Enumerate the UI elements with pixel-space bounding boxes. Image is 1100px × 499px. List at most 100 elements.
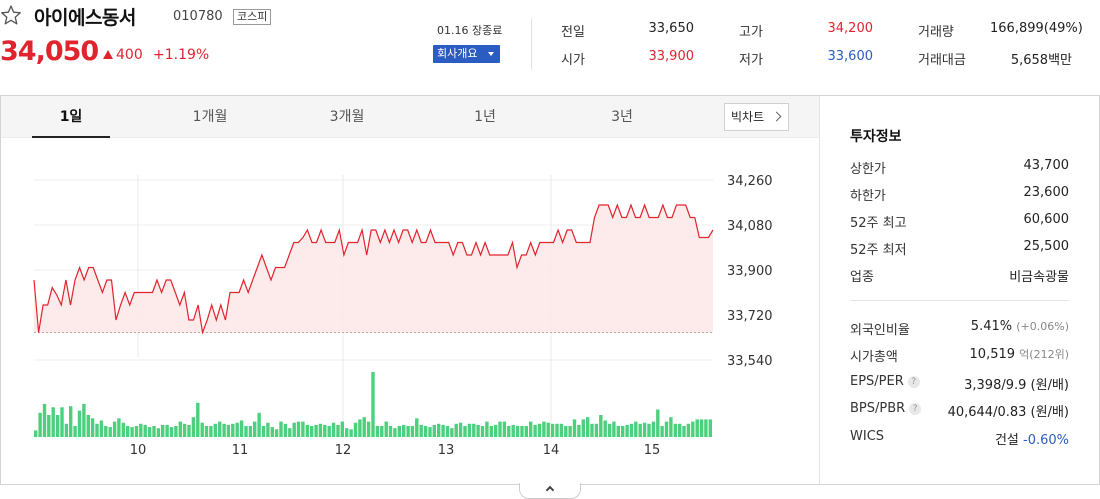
volume-bar xyxy=(196,402,200,437)
volume-bar xyxy=(42,403,47,437)
volume-bar xyxy=(634,421,638,437)
bigchart-button[interactable]: 빅차트 xyxy=(724,103,789,131)
volume-bar xyxy=(441,424,445,437)
help-icon[interactable]: ? xyxy=(907,376,920,388)
volume-bar xyxy=(345,428,349,437)
volume-bar xyxy=(638,423,642,437)
eps-per-label: EPS/PER? xyxy=(850,374,920,389)
bps-pbr: 40,644/0.83 xyxy=(947,405,1027,420)
volume-bar xyxy=(152,426,156,437)
tab-3years[interactable]: 3년 xyxy=(611,109,633,125)
volume-bar xyxy=(664,421,669,437)
volume-bar xyxy=(279,421,283,437)
volume-bar xyxy=(292,422,296,437)
volume-bar xyxy=(69,406,73,437)
company-overview-button[interactable]: 회사개요 xyxy=(433,45,500,63)
tab-1month[interactable]: 1개월 xyxy=(192,109,228,125)
volume-bar xyxy=(165,424,169,437)
industry-value[interactable]: 비금속광물 xyxy=(1009,270,1069,285)
volume-bar xyxy=(60,407,64,437)
tab-3months[interactable]: 3개월 xyxy=(329,109,365,125)
x-tick-label: 14 xyxy=(543,443,560,458)
prev-close-label: 전일 xyxy=(561,25,585,40)
volume-bar xyxy=(187,424,191,437)
wics-value: 건설 -0.60% xyxy=(995,429,1069,448)
volume-bar xyxy=(445,426,450,437)
volume-bar xyxy=(362,417,366,437)
panel-divider xyxy=(819,96,820,484)
high52-label: 52주 최고 xyxy=(850,216,907,231)
volume-bar xyxy=(366,421,371,437)
y-tick-label: 34,080 xyxy=(727,219,773,234)
volume-bar xyxy=(432,424,436,437)
volume-bar xyxy=(266,422,270,437)
volume-bar xyxy=(458,422,463,437)
volume-bar xyxy=(463,426,467,437)
prev-close-value: 33,650 xyxy=(648,21,695,36)
volume-bar xyxy=(200,422,204,437)
volume-bar xyxy=(213,423,217,437)
price-change-percent: +1.19% xyxy=(153,47,210,63)
volume-bar xyxy=(410,426,415,437)
collapse-chart-button[interactable] xyxy=(519,483,581,499)
wics-label: WICS xyxy=(850,429,885,444)
x-tick-label: 10 xyxy=(130,443,147,458)
volume-bar xyxy=(244,426,248,437)
tab-1year[interactable]: 1년 xyxy=(474,109,496,125)
favorite-star-icon[interactable] xyxy=(0,4,22,26)
wics-sector[interactable]: 건설 xyxy=(994,433,1019,448)
volume-bar xyxy=(358,419,362,437)
volume-bar xyxy=(415,418,419,437)
help-icon[interactable]: ? xyxy=(909,403,922,415)
bps-pbr-value: 40,644/0.83 (원/배) xyxy=(948,401,1069,420)
volume-bar xyxy=(572,419,577,437)
volume-bar xyxy=(156,428,161,437)
volume-bar xyxy=(349,429,353,437)
tab-1day[interactable]: 1일 xyxy=(32,96,110,138)
volume-bar xyxy=(550,423,555,437)
volume-bar xyxy=(686,423,691,437)
high-label: 고가 xyxy=(739,25,763,40)
open-value: 33,900 xyxy=(648,49,695,64)
volume-bar xyxy=(555,423,559,437)
volume-bar xyxy=(695,419,699,437)
volume-bar xyxy=(174,426,178,437)
price-line xyxy=(33,203,714,335)
volume-bar xyxy=(467,423,472,437)
foreign-ratio: 5.41% xyxy=(970,319,1013,334)
volume-bar xyxy=(108,427,112,437)
volume-bar xyxy=(134,426,139,437)
volume-bar xyxy=(599,415,603,437)
market-cap-unit: 억 xyxy=(1019,348,1030,361)
volume-bar xyxy=(34,430,38,437)
stock-name: 아이에스동서 xyxy=(34,7,136,29)
volume-bar xyxy=(117,418,121,437)
volume-bar xyxy=(489,426,493,437)
price-area xyxy=(34,205,713,333)
invest-divider xyxy=(850,300,1069,301)
volume-bar xyxy=(274,429,279,437)
volume-bar xyxy=(388,426,393,437)
y-tick-label: 34,260 xyxy=(727,174,773,189)
volume-bar xyxy=(402,424,406,437)
high-value: 34,200 xyxy=(827,21,874,36)
low-label: 저가 xyxy=(739,53,763,68)
volume-bar xyxy=(191,417,196,437)
volume-bar xyxy=(502,421,507,437)
upper-limit-label: 상한가 xyxy=(850,162,886,177)
volume-bar xyxy=(253,421,257,437)
volume-bar xyxy=(384,421,388,437)
volume-bar xyxy=(147,427,152,437)
volume-bar xyxy=(270,427,274,437)
volume-bar xyxy=(283,423,288,437)
volume-bar xyxy=(406,426,410,437)
invest-info-title: 투자정보 xyxy=(850,129,902,145)
volume-bar xyxy=(397,426,401,437)
volume-bar xyxy=(708,419,712,437)
price-change-value: 400 xyxy=(116,47,143,63)
volume-bar xyxy=(437,423,441,437)
volume-bar xyxy=(669,417,673,437)
volume-bar xyxy=(647,423,651,437)
chart-panel: 1일 1개월 3개월 1년 3년 빅차트 34,260 34,080 33,900 3… xyxy=(0,95,1100,485)
volume-bar xyxy=(476,424,480,437)
